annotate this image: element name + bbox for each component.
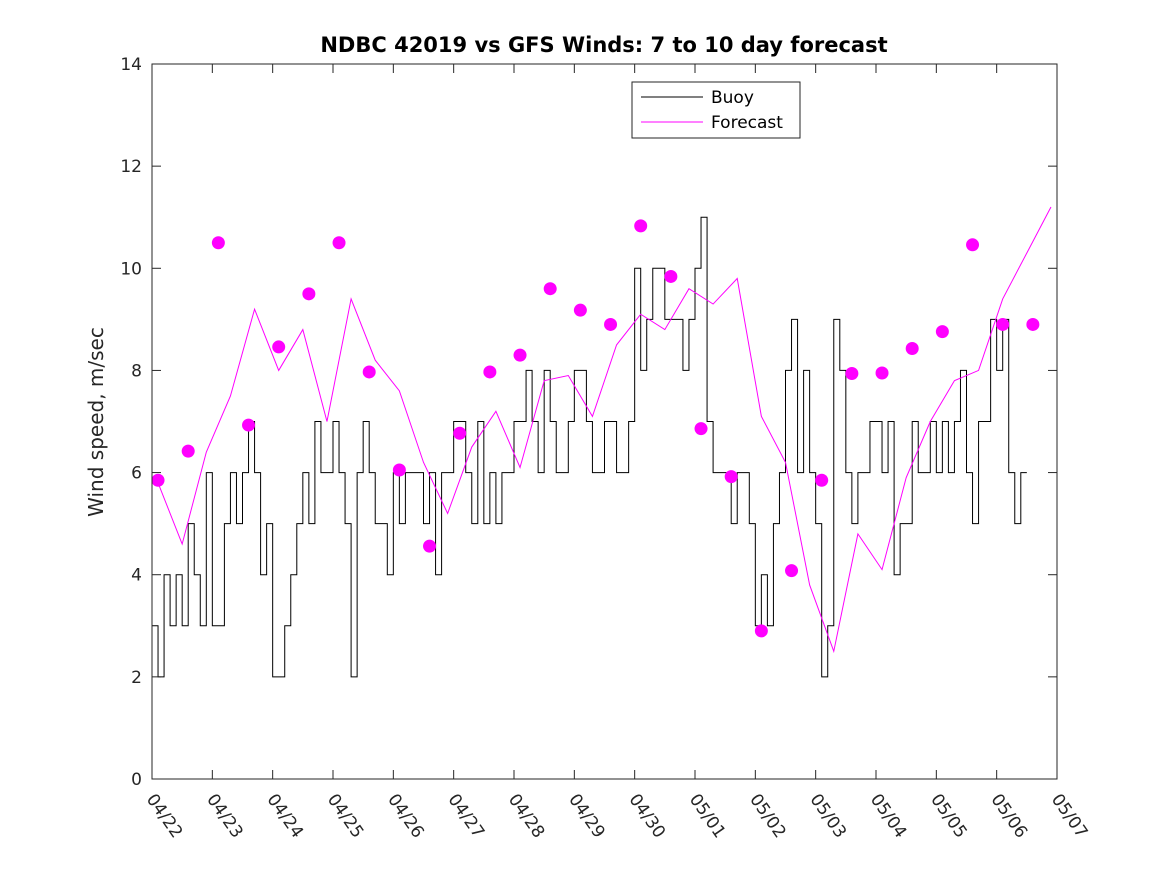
forecast-marker	[634, 219, 648, 233]
forecast-marker	[694, 422, 708, 436]
forecast-marker	[724, 470, 738, 484]
forecast-marker	[604, 317, 618, 331]
forecast-marker	[513, 348, 527, 362]
forecast-marker	[845, 366, 859, 380]
forecast-marker	[242, 418, 256, 432]
forecast-marker	[272, 340, 286, 354]
forecast-marker	[362, 365, 376, 379]
forecast-marker	[332, 236, 346, 250]
plot-area	[151, 206, 1052, 678]
forecast-marker	[815, 473, 829, 487]
chart-title: NDBC 42019 vs GFS Winds: 7 to 10 day for…	[320, 33, 887, 57]
legend-box	[631, 81, 801, 139]
forecast-marker	[875, 366, 889, 380]
forecast-marker	[392, 463, 406, 477]
forecast-marker	[935, 325, 949, 339]
forecast-marker	[211, 236, 225, 250]
y-tick-label: 6	[131, 464, 142, 484]
y-tick-label: 12	[120, 157, 142, 177]
forecast-marker	[905, 341, 919, 355]
forecast-marker	[181, 444, 195, 458]
forecast-marker	[151, 473, 165, 487]
axes-box	[151, 63, 1058, 780]
y-axis-label: Wind speed, m/sec	[84, 327, 108, 517]
y-tick-label: 8	[131, 361, 142, 381]
forecast-marker	[754, 624, 768, 638]
forecast-marker	[1026, 317, 1040, 331]
forecast-marker	[573, 303, 587, 317]
y-tick-label: 10	[120, 259, 142, 279]
forecast-marker	[483, 365, 497, 379]
forecast-marker	[785, 564, 799, 578]
legend: Buoy Forecast	[631, 81, 801, 139]
forecast-marker	[664, 269, 678, 283]
forecast-marker	[453, 426, 467, 440]
y-tick-label: 4	[131, 566, 142, 586]
legend-forecast-label: Forecast	[711, 113, 783, 133]
y-tick-label: 14	[120, 55, 142, 75]
forecast-marker	[966, 238, 980, 252]
forecast-marker	[996, 317, 1010, 331]
y-tick-label: 2	[131, 668, 142, 688]
forecast-marker	[302, 287, 316, 301]
forecast-series-line	[157, 206, 1052, 654]
buoy-series-line	[152, 216, 1027, 678]
forecast-marker	[543, 282, 557, 296]
y-tick-label: 0	[131, 770, 142, 790]
forecast-marker	[423, 539, 437, 553]
legend-buoy-label: Buoy	[711, 88, 754, 108]
